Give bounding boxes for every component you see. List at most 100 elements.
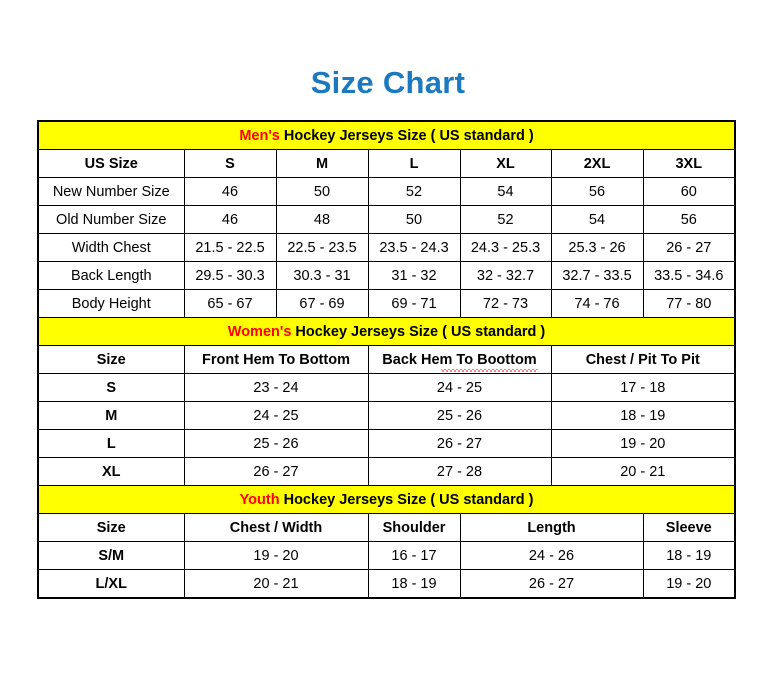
mens-cell: 29.5 - 30.3 [183,261,277,290]
youth-banner-row: Youth Hockey Jerseys Size ( US standard … [37,485,736,514]
mens-cell: 23.5 - 24.3 [367,233,461,262]
womens-row-label-xl: XL [37,457,185,486]
mens-cell: 65 - 67 [183,289,277,318]
womens-row-label-m: M [37,401,185,430]
table-row: L/XL 20 - 21 18 - 19 26 - 27 19 - 20 [37,569,736,599]
mens-row-label-width-chest: Width Chest [37,233,185,262]
mens-cell: 54 [550,205,644,234]
mens-header-row: US Size S M L XL 2XL 3XL [37,149,736,178]
mens-row-label-new-number-size: New Number Size [37,177,185,206]
mens-cell: 74 - 76 [550,289,644,318]
mens-row-label-back-length: Back Length [37,261,185,290]
table-row: S 23 - 24 24 - 25 17 - 18 [37,373,736,402]
mens-header-us-size: US Size [37,149,185,178]
mens-row-label-old-number-size: Old Number Size [37,205,185,234]
mens-banner-rest: Hockey Jerseys Size ( US standard ) [279,127,534,144]
mens-header-s: S [183,149,277,178]
womens-cell: 27 - 28 [367,457,552,486]
womens-cell: 26 - 27 [367,429,552,458]
mens-header-2xl: 2XL [550,149,644,178]
table-row: New Number Size 46 50 52 54 56 60 [37,177,736,206]
youth-row-label-lxl: L/XL [37,569,185,599]
youth-cell: 18 - 19 [642,541,736,570]
youth-cell: 16 - 17 [367,541,461,570]
womens-banner-rest: Hockey Jerseys Size ( US standard ) [291,323,546,340]
youth-header-shoulder: Shoulder [367,513,461,542]
mens-cell: 50 [367,205,461,234]
youth-header-sleeve: Sleeve [642,513,736,542]
womens-cell: 25 - 26 [183,429,369,458]
mens-cell: 24.3 - 25.3 [459,233,552,262]
mens-cell: 33.5 - 34.6 [642,261,736,290]
mens-cell: 25.3 - 26 [550,233,644,262]
womens-row-label-l: L [37,429,185,458]
table-row: Width Chest 21.5 - 22.5 22.5 - 23.5 23.5… [37,233,736,262]
mens-cell: 50 [275,177,369,206]
mens-cell: 52 [367,177,461,206]
mens-cell: 30.3 - 31 [275,261,369,290]
mens-cell: 77 - 80 [642,289,736,318]
womens-section-banner: Women's Hockey Jerseys Size ( US standar… [37,317,736,346]
youth-row-label-sm: S/M [37,541,185,570]
womens-cell: 19 - 20 [550,429,736,458]
womens-cell: 20 - 21 [550,457,736,486]
mens-cell: 52 [459,205,552,234]
mens-row-label-body-height: Body Height [37,289,185,318]
mens-header-xl: XL [459,149,552,178]
womens-cell: 24 - 25 [183,401,369,430]
youth-cell: 19 - 20 [642,569,736,599]
mens-cell: 32 - 32.7 [459,261,552,290]
mens-cell: 22.5 - 23.5 [275,233,369,262]
mens-cell: 21.5 - 22.5 [183,233,277,262]
mens-cell: 46 [183,205,277,234]
youth-banner-rest: Hockey Jerseys Size ( US standard ) [279,491,534,508]
womens-header-size: Size [37,345,185,374]
womens-header-back-hem-to-boottom: Back Hem To Boottom [367,345,552,374]
table-row: Back Length 29.5 - 30.3 30.3 - 31 31 - 3… [37,261,736,290]
mens-banner-accent: Men's [239,127,280,144]
womens-header-chest-pit-to-pit: Chest / Pit To Pit [550,345,736,374]
mens-cell: 69 - 71 [367,289,461,318]
womens-header-back-hem-text: Back Hem To Boottom [382,351,539,372]
table-row: S/M 19 - 20 16 - 17 24 - 26 18 - 19 [37,541,736,570]
womens-cell: 26 - 27 [183,457,369,486]
table-row: M 24 - 25 25 - 26 18 - 19 [37,401,736,430]
mens-header-3xl: 3XL [642,149,736,178]
youth-header-length: Length [459,513,644,542]
womens-row-label-s: S [37,373,185,402]
mens-cell: 67 - 69 [275,289,369,318]
table-row: XL 26 - 27 27 - 28 20 - 21 [37,457,736,486]
mens-cell: 32.7 - 33.5 [550,261,644,290]
womens-banner-accent: Women's [227,323,292,340]
womens-cell: 24 - 25 [367,373,552,402]
womens-cell: 25 - 26 [367,401,552,430]
table-row: Body Height 65 - 67 67 - 69 69 - 71 72 -… [37,289,736,318]
mens-banner-row: Men's Hockey Jerseys Size ( US standard … [37,120,736,150]
womens-header-row: Size Front Hem To Bottom Back Hem To Boo… [37,345,736,374]
mens-cell: 54 [459,177,552,206]
youth-section-banner: Youth Hockey Jerseys Size ( US standard … [37,485,736,514]
womens-banner-row: Women's Hockey Jerseys Size ( US standar… [37,317,736,346]
youth-cell: 19 - 20 [183,541,369,570]
youth-cell: 24 - 26 [459,541,644,570]
mens-header-m: M [275,149,369,178]
mens-cell: 56 [642,205,736,234]
youth-banner-accent: Youth [239,491,280,508]
mens-cell: 46 [183,177,277,206]
womens-cell: 17 - 18 [550,373,736,402]
womens-cell: 23 - 24 [183,373,369,402]
youth-header-size: Size [37,513,185,542]
youth-cell: 20 - 21 [183,569,369,599]
mens-cell: 60 [642,177,736,206]
size-chart-table: Men's Hockey Jerseys Size ( US standard … [37,120,737,599]
mens-section-banner: Men's Hockey Jerseys Size ( US standard … [37,120,736,150]
womens-header-front-hem-to-bottom: Front Hem To Bottom [183,345,369,374]
womens-cell: 18 - 19 [550,401,736,430]
size-chart-table-container: Men's Hockey Jerseys Size ( US standard … [37,120,737,599]
table-row: L 25 - 26 26 - 27 19 - 20 [37,429,736,458]
mens-header-l: L [367,149,461,178]
mens-cell: 31 - 32 [367,261,461,290]
page-title: Size Chart [310,65,466,100]
mens-cell: 56 [550,177,644,206]
